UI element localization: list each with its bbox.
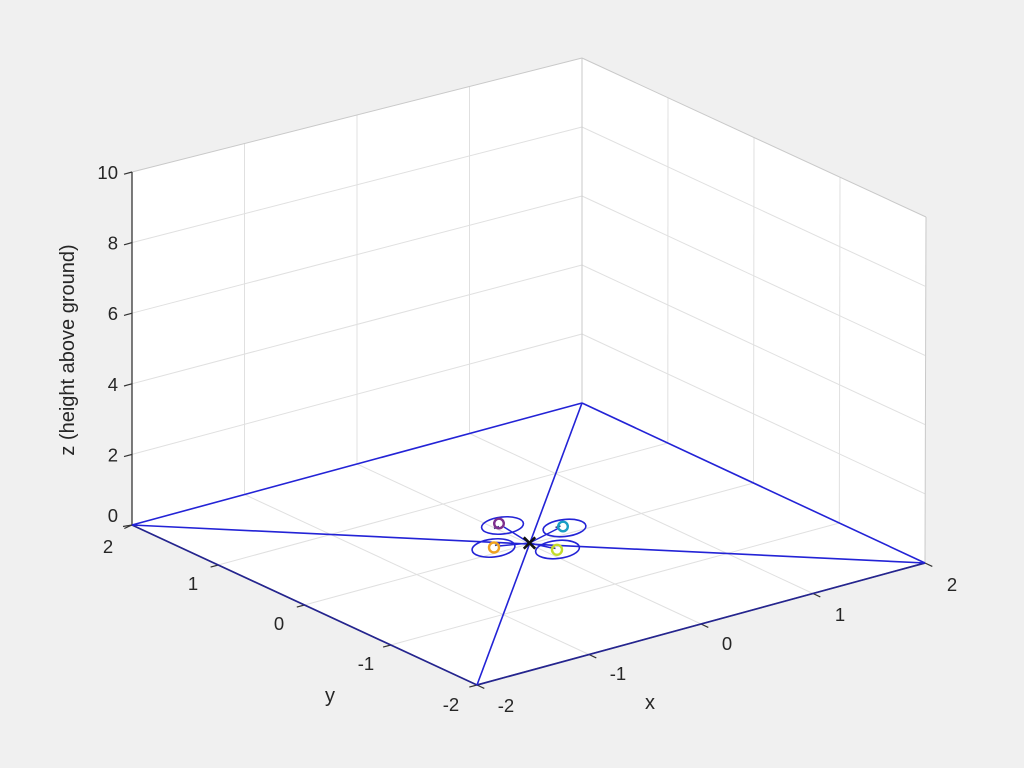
- tick-mark: [123, 171, 133, 175]
- rotor-disk-rear-left: [480, 515, 525, 536]
- z-tick-label: 0: [108, 505, 118, 526]
- z-tick-label: 4: [108, 374, 118, 395]
- x-tick-label: 1: [835, 604, 845, 625]
- x-tick-label: 2: [947, 574, 957, 595]
- center-x-marker: [522, 536, 537, 550]
- ground-edge-back-left: [131, 402, 583, 526]
- x-tick-label: 0: [722, 633, 732, 654]
- y-tick-label: -2: [443, 694, 459, 715]
- tick-mark: [123, 453, 133, 458]
- x-marker-stroke: [522, 536, 537, 550]
- z-tick-label: 10: [97, 162, 118, 183]
- grid-line: [838, 177, 841, 524]
- tick-mark: [123, 383, 133, 387]
- box-edge-right-vertical: [924, 216, 927, 564]
- rotor-hub-rear-left: [493, 517, 506, 530]
- quadrotor-arm: [529, 527, 559, 544]
- tick-mark: [924, 562, 933, 567]
- tick-mark: [469, 684, 478, 688]
- tick-mark: [476, 684, 485, 689]
- box-edge-top-left: [131, 57, 583, 173]
- box-edge-top-right: [581, 57, 927, 218]
- z-tick-label: 6: [108, 303, 118, 324]
- z-tick-label: 8: [108, 233, 118, 254]
- rotor-disk-front-left: [471, 537, 516, 559]
- x-tick-label: -1: [610, 663, 626, 684]
- tick-mark: [588, 653, 597, 659]
- quadrotor: [471, 515, 587, 560]
- axes-box-edges: [131, 57, 927, 564]
- z-tick-labels: 10 8 6 4 2 0: [97, 162, 118, 526]
- rotor-hub-rear-right: [557, 520, 570, 533]
- z-tick-label: 2: [108, 444, 118, 465]
- grid-line: [390, 522, 840, 646]
- grid-left-wall-x: [244, 86, 470, 495]
- rotor-hub-front-right: [550, 543, 564, 556]
- y-tick-label: 0: [274, 613, 284, 634]
- y-tick-labels: 2 1 0 -1 -2: [103, 536, 459, 715]
- tick-mark: [124, 524, 133, 530]
- grid-right-wall-y: [667, 97, 841, 524]
- tick-mark: [123, 312, 133, 316]
- ground-edge-front-right: [476, 562, 926, 686]
- ground-edge-front-left: [131, 524, 478, 686]
- x-tick-marks: [476, 562, 933, 689]
- grid-line: [753, 137, 755, 484]
- rotor-disk-rear-right: [542, 518, 587, 538]
- z-axis-label: z (height above ground): [57, 244, 79, 455]
- tick-mark: [700, 623, 709, 628]
- tick-mark: [296, 604, 305, 608]
- tick-mark: [812, 592, 821, 598]
- ground-edge-back-right: [581, 402, 926, 564]
- x-tick-labels: -2 -1 0 1 2: [498, 574, 957, 716]
- rotor-disk-front-right: [534, 539, 581, 560]
- rotor-hub-front-left: [487, 541, 501, 554]
- tick-mark: [123, 242, 133, 246]
- x-tick-label: -2: [498, 695, 514, 716]
- grid-line: [218, 442, 668, 566]
- y-axis-label: y: [325, 685, 335, 707]
- y-tick-label: -1: [358, 653, 374, 674]
- y-tick-label: 1: [188, 573, 198, 594]
- y-tick-label: 2: [103, 536, 113, 557]
- x-axis-label: x: [645, 692, 655, 714]
